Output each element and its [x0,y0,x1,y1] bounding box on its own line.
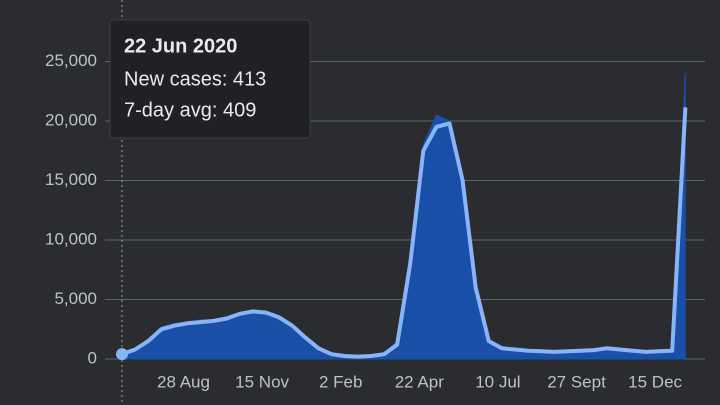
y-tick-label: 5,000 [54,289,97,308]
x-tick-label: 22 Apr [395,372,444,391]
tooltip: 22 Jun 2020 New cases: 413 7-day avg: 409 [109,19,311,139]
y-tick-label: 20,000 [45,110,97,129]
x-tick-label: 15 Dec [628,372,682,391]
x-tick-label: 28 Aug [157,372,210,391]
tooltip-line: 7-day avg: 409 [124,99,256,121]
y-tick-label: 15,000 [45,170,97,189]
y-tick-label: 10,000 [45,229,97,248]
tooltip-box [109,19,311,139]
x-tick-label: 10 Jul [475,372,520,391]
cursor-dot [116,348,128,361]
average-line [120,107,688,359]
tooltip-line: New cases: 413 [124,68,266,90]
x-tick-label: 27 Sept [547,372,606,391]
x-tick-label: 2 Feb [319,372,362,391]
y-tick-label: 25,000 [45,51,97,70]
x-tick-label: 15 Nov [235,372,289,391]
y-tick-label: 0 [88,348,97,367]
tooltip-date: 22 Jun 2020 [124,35,237,57]
